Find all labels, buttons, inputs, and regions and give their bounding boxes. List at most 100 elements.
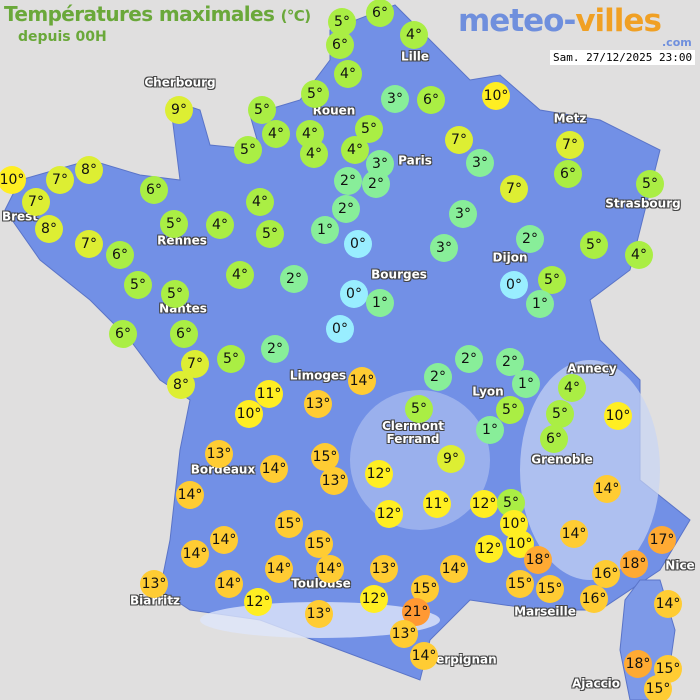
temperature-marker[interactable]: 14°: [215, 570, 243, 598]
temperature-marker[interactable]: 14°: [348, 367, 376, 395]
temperature-marker[interactable]: 15°: [411, 575, 439, 603]
temperature-marker[interactable]: 15°: [536, 575, 564, 603]
temperature-marker[interactable]: 4°: [246, 188, 274, 216]
temperature-marker[interactable]: 7°: [500, 175, 528, 203]
temperature-marker[interactable]: 12°: [375, 500, 403, 528]
temperature-marker[interactable]: 5°: [256, 220, 284, 248]
temperature-marker[interactable]: 5°: [496, 396, 524, 424]
temperature-marker[interactable]: 14°: [440, 555, 468, 583]
temperature-marker[interactable]: 9°: [165, 96, 193, 124]
temperature-marker[interactable]: 15°: [506, 570, 534, 598]
temperature-marker[interactable]: 5°: [405, 395, 433, 423]
temperature-marker[interactable]: 6°: [106, 241, 134, 269]
temperature-marker[interactable]: 6°: [170, 320, 198, 348]
temperature-marker[interactable]: 14°: [265, 555, 293, 583]
temperature-marker[interactable]: 5°: [124, 271, 152, 299]
temperature-marker[interactable]: 15°: [275, 510, 303, 538]
temperature-marker[interactable]: 11°: [255, 380, 283, 408]
temperature-marker[interactable]: 8°: [35, 215, 63, 243]
temperature-marker[interactable]: 14°: [410, 642, 438, 670]
temperature-marker[interactable]: 7°: [22, 188, 50, 216]
temperature-marker[interactable]: 8°: [75, 156, 103, 184]
temperature-marker[interactable]: 14°: [176, 481, 204, 509]
temperature-marker[interactable]: 3°: [466, 149, 494, 177]
temperature-marker[interactable]: 5°: [248, 96, 276, 124]
temperature-marker[interactable]: 14°: [316, 555, 344, 583]
temperature-marker[interactable]: 2°: [261, 335, 289, 363]
temperature-marker[interactable]: 7°: [445, 126, 473, 154]
temperature-marker[interactable]: 2°: [332, 195, 360, 223]
temperature-marker[interactable]: 5°: [161, 280, 189, 308]
temperature-marker[interactable]: 8°: [167, 371, 195, 399]
temperature-marker[interactable]: 4°: [625, 241, 653, 269]
temperature-marker[interactable]: 16°: [580, 585, 608, 613]
temperature-marker[interactable]: 1°: [526, 290, 554, 318]
temperature-marker[interactable]: 4°: [400, 21, 428, 49]
temperature-marker[interactable]: 3°: [449, 200, 477, 228]
temperature-marker[interactable]: 12°: [365, 460, 393, 488]
temperature-marker[interactable]: 15°: [644, 675, 672, 700]
temperature-marker[interactable]: 13°: [320, 467, 348, 495]
temperature-marker[interactable]: 1°: [366, 289, 394, 317]
temperature-marker[interactable]: 0°: [500, 271, 528, 299]
temperature-marker[interactable]: 15°: [305, 530, 333, 558]
temperature-marker[interactable]: 14°: [654, 590, 682, 618]
temperature-marker[interactable]: 2°: [516, 225, 544, 253]
temperature-marker[interactable]: 11°: [423, 490, 451, 518]
temperature-marker[interactable]: 13°: [305, 600, 333, 628]
temperature-marker[interactable]: 10°: [482, 82, 510, 110]
temperature-marker[interactable]: 6°: [554, 160, 582, 188]
temperature-marker[interactable]: 18°: [624, 650, 652, 678]
temperature-marker[interactable]: 4°: [300, 140, 328, 168]
temperature-marker[interactable]: 13°: [304, 390, 332, 418]
temperature-marker[interactable]: 5°: [546, 400, 574, 428]
temperature-marker[interactable]: 6°: [109, 320, 137, 348]
temperature-marker[interactable]: 6°: [417, 86, 445, 114]
temperature-marker[interactable]: 14°: [210, 526, 238, 554]
temperature-marker[interactable]: 5°: [301, 80, 329, 108]
temperature-marker[interactable]: 10°: [0, 166, 26, 194]
temperature-marker[interactable]: 5°: [538, 266, 566, 294]
temperature-marker[interactable]: 6°: [140, 176, 168, 204]
temperature-marker[interactable]: 4°: [262, 120, 290, 148]
temperature-marker[interactable]: 13°: [140, 570, 168, 598]
temperature-marker[interactable]: 4°: [296, 120, 324, 148]
temperature-marker[interactable]: 6°: [366, 0, 394, 27]
temperature-marker[interactable]: 18°: [524, 546, 552, 574]
temperature-marker[interactable]: 14°: [560, 520, 588, 548]
temperature-marker[interactable]: 5°: [636, 170, 664, 198]
temperature-marker[interactable]: 14°: [260, 455, 288, 483]
temperature-marker[interactable]: 13°: [390, 620, 418, 648]
temperature-marker[interactable]: 13°: [205, 440, 233, 468]
temperature-marker[interactable]: 5°: [160, 210, 188, 238]
temperature-marker[interactable]: 0°: [344, 230, 372, 258]
temperature-marker[interactable]: 16°: [592, 560, 620, 588]
temperature-marker[interactable]: 0°: [340, 280, 368, 308]
temperature-marker[interactable]: 13°: [370, 555, 398, 583]
temperature-marker[interactable]: 14°: [181, 540, 209, 568]
temperature-marker[interactable]: 2°: [455, 345, 483, 373]
temperature-marker[interactable]: 7°: [46, 166, 74, 194]
temperature-marker[interactable]: 12°: [470, 490, 498, 518]
temperature-marker[interactable]: 7°: [75, 230, 103, 258]
temperature-marker[interactable]: 2°: [280, 265, 308, 293]
temperature-marker[interactable]: 12°: [360, 585, 388, 613]
temperature-marker[interactable]: 14°: [593, 475, 621, 503]
temperature-marker[interactable]: 15°: [311, 443, 339, 471]
temperature-marker[interactable]: 3°: [430, 234, 458, 262]
temperature-marker[interactable]: 5°: [580, 231, 608, 259]
temperature-marker[interactable]: 2°: [424, 363, 452, 391]
temperature-marker[interactable]: 3°: [381, 85, 409, 113]
temperature-marker[interactable]: 2°: [334, 167, 362, 195]
temperature-marker[interactable]: 2°: [362, 170, 390, 198]
temperature-marker[interactable]: 1°: [311, 216, 339, 244]
temperature-marker[interactable]: 7°: [556, 131, 584, 159]
temperature-marker[interactable]: 1°: [512, 370, 540, 398]
temperature-marker[interactable]: 4°: [558, 374, 586, 402]
temperature-marker[interactable]: 0°: [326, 315, 354, 343]
temperature-marker[interactable]: 4°: [226, 261, 254, 289]
temperature-marker[interactable]: 18°: [620, 550, 648, 578]
temperature-marker[interactable]: 5°: [217, 345, 245, 373]
temperature-marker[interactable]: 10°: [604, 402, 632, 430]
temperature-marker[interactable]: 12°: [244, 588, 272, 616]
